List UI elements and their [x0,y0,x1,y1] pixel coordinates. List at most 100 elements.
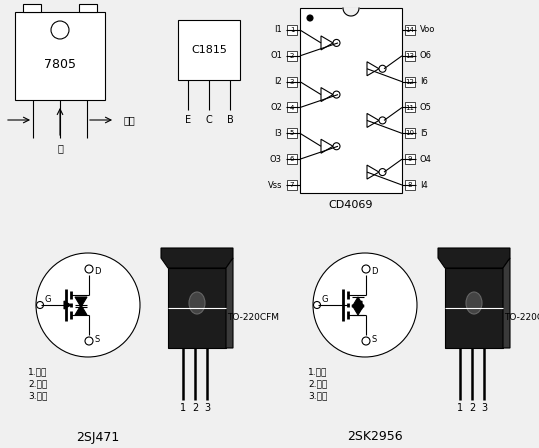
Bar [300,8,402,193]
Bar [168,268,226,348]
Polygon shape [367,62,379,76]
Text: 3: 3 [290,79,294,85]
Polygon shape [367,165,379,179]
Text: D: D [371,267,377,276]
Text: Voo: Voo [420,26,436,34]
Text: 1: 1 [290,27,294,33]
Text: S: S [371,335,377,344]
Polygon shape [352,297,364,307]
Circle shape [37,302,44,309]
Text: 3.源极: 3.源极 [28,392,47,401]
Text: O5: O5 [420,103,432,112]
Text: 4: 4 [290,104,294,111]
Text: I1: I1 [274,26,282,34]
Bar [287,154,297,164]
Text: C1815: C1815 [191,45,227,55]
Text: 2.漏极: 2.漏极 [308,379,327,388]
Bar [287,180,297,190]
Text: E: E [185,115,191,125]
Bar [287,103,297,112]
Bar [405,103,415,112]
Circle shape [307,15,313,21]
Circle shape [379,65,386,72]
Text: 2: 2 [469,403,475,413]
Text: 6: 6 [290,156,294,162]
Text: 2.漏极: 2.漏极 [28,379,47,388]
Bar [287,25,297,35]
Polygon shape [226,258,233,348]
Polygon shape [352,305,364,315]
Bar [178,20,240,80]
Circle shape [362,265,370,273]
Text: I6: I6 [420,77,428,86]
Text: Vss: Vss [267,181,282,190]
Text: 13: 13 [405,53,414,59]
Bar [79,4,97,12]
Bar [405,180,415,190]
Polygon shape [321,139,333,153]
Text: 1.栊极: 1.栊极 [308,367,327,376]
Circle shape [314,302,321,309]
Bar [405,128,415,138]
Text: 7805: 7805 [44,57,76,70]
Text: S: S [94,335,100,344]
Text: G: G [45,294,51,303]
Ellipse shape [466,292,482,314]
Text: 3.源极: 3.源极 [308,392,327,401]
Text: 11: 11 [405,104,414,111]
Text: O1: O1 [270,52,282,60]
Polygon shape [161,248,233,268]
Bar [287,51,297,61]
Text: 3: 3 [481,403,487,413]
Polygon shape [355,301,362,309]
Circle shape [51,21,69,39]
Polygon shape [75,305,87,315]
Text: TO-220CFM: TO-220CFM [504,314,539,323]
Polygon shape [503,258,510,348]
Text: B: B [226,115,233,125]
Text: I5: I5 [420,129,428,138]
Text: 2: 2 [192,403,198,413]
Text: O2: O2 [270,103,282,112]
Text: C: C [205,115,212,125]
Text: 1: 1 [180,403,186,413]
Polygon shape [438,248,510,268]
Circle shape [313,253,417,357]
Text: O6: O6 [420,52,432,60]
Bar [15,12,105,100]
Text: 输出: 输出 [123,115,135,125]
Ellipse shape [189,292,205,314]
Circle shape [379,117,386,124]
Text: 2: 2 [290,53,294,59]
Text: I3: I3 [274,129,282,138]
Polygon shape [367,113,379,127]
Text: 地: 地 [57,143,63,153]
Text: 5: 5 [290,130,294,136]
Text: TO-220CFM: TO-220CFM [227,314,279,323]
Text: 2SJ471: 2SJ471 [77,431,120,444]
Circle shape [333,143,340,150]
Text: 14: 14 [405,27,414,33]
Text: G: G [322,294,328,303]
Text: I2: I2 [274,77,282,86]
Text: 1: 1 [457,403,463,413]
Bar [287,128,297,138]
Text: CD4069: CD4069 [329,200,373,210]
Text: 8: 8 [407,182,412,188]
Text: 3: 3 [204,403,210,413]
Text: I4: I4 [420,181,428,190]
Polygon shape [321,36,333,50]
Bar [23,4,41,12]
Bar [405,77,415,86]
Bar [405,25,415,35]
Polygon shape [321,87,333,102]
Bar [287,77,297,86]
Text: O4: O4 [420,155,432,164]
Circle shape [85,265,93,273]
Text: 1.栊极: 1.栊极 [28,367,47,376]
Text: O3: O3 [270,155,282,164]
Circle shape [379,168,386,176]
Text: 7: 7 [290,182,294,188]
Circle shape [36,253,140,357]
Circle shape [362,337,370,345]
